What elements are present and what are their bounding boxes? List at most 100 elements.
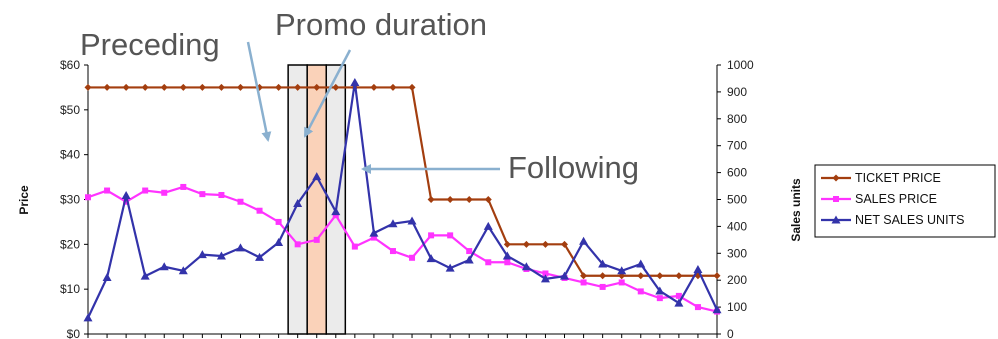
data-point xyxy=(83,313,93,322)
data-point xyxy=(656,295,663,302)
data-point xyxy=(541,240,549,248)
data-point xyxy=(235,243,245,252)
y-left-tick-label: $60 xyxy=(60,58,80,72)
data-point xyxy=(236,83,244,91)
y-right-tick-label: 300 xyxy=(727,246,747,260)
data-point xyxy=(256,207,263,214)
data-point xyxy=(351,243,358,250)
data-point xyxy=(522,240,530,248)
data-point xyxy=(599,283,606,290)
data-point xyxy=(598,259,608,268)
callout-arrow-preceding xyxy=(246,41,272,142)
legend: TICKET PRICE SALES PRICE NET SALES UNITS xyxy=(814,164,996,238)
data-point xyxy=(389,248,396,255)
data-point xyxy=(216,251,226,260)
y-left-tick-label: $20 xyxy=(60,237,80,251)
data-point xyxy=(617,266,627,275)
data-point xyxy=(408,83,416,91)
y-right-tick-label: 500 xyxy=(727,193,747,207)
data-point xyxy=(198,83,206,91)
data-point xyxy=(579,236,589,245)
data-point xyxy=(161,189,168,196)
series-line xyxy=(87,185,718,313)
data-point xyxy=(599,272,607,280)
series xyxy=(83,77,722,322)
y-left-tick-label: $0 xyxy=(67,327,81,339)
data-point xyxy=(580,272,588,280)
data-point xyxy=(502,251,512,260)
callouts: Preceding Promo duration Following xyxy=(80,7,639,185)
data-point xyxy=(637,288,644,295)
legend-swatch-marker xyxy=(832,174,840,182)
data-point xyxy=(428,232,435,239)
data-point xyxy=(370,234,377,241)
legend-swatch-marker xyxy=(833,196,839,202)
data-point xyxy=(521,262,531,271)
data-point xyxy=(483,221,493,230)
data-point xyxy=(350,77,360,86)
data-point xyxy=(560,271,570,280)
region-2 xyxy=(306,64,328,335)
data-point xyxy=(485,259,492,266)
data-point xyxy=(84,83,92,91)
data-point xyxy=(294,83,302,91)
data-point xyxy=(104,187,111,194)
data-point xyxy=(675,292,682,299)
data-point xyxy=(179,83,187,91)
data-point xyxy=(160,83,168,91)
y-axis-left-title: Price xyxy=(17,185,31,215)
axes: $0 $10 $20 $30 $40 $50 $60 0 100 200 300 400 500 600 7… xyxy=(60,58,754,339)
data-point xyxy=(178,266,188,275)
data-point xyxy=(694,304,701,311)
data-point xyxy=(121,190,131,199)
data-point xyxy=(504,259,511,266)
data-point xyxy=(313,83,321,91)
data-point xyxy=(312,172,322,181)
y-right-tick-label: 700 xyxy=(727,139,747,153)
data-point xyxy=(159,262,169,271)
data-point xyxy=(142,187,149,194)
y-right-tick-label: 600 xyxy=(727,166,747,180)
data-point xyxy=(313,236,320,243)
y-left-tick-label: $40 xyxy=(60,148,80,162)
legend-label: SALES PRICE xyxy=(855,192,937,206)
data-point xyxy=(197,250,207,259)
data-point xyxy=(713,272,721,280)
legend-swatch-marker xyxy=(831,215,841,224)
data-point xyxy=(542,270,549,277)
data-point xyxy=(445,263,455,272)
legend-label: NET SALES UNITS xyxy=(855,213,965,227)
y-right-tick-label: 1000 xyxy=(727,58,754,72)
data-point xyxy=(636,259,646,268)
data-point xyxy=(255,252,265,261)
data-point xyxy=(331,207,341,216)
data-point xyxy=(618,279,625,286)
data-point xyxy=(102,273,112,282)
data-point xyxy=(369,228,379,237)
y-right-tick-label: 200 xyxy=(727,273,747,287)
data-point xyxy=(427,196,435,203)
data-point xyxy=(123,198,130,205)
data-point xyxy=(122,83,130,91)
data-point xyxy=(140,271,150,280)
data-point xyxy=(464,255,474,264)
data-point xyxy=(712,305,722,314)
data-point xyxy=(503,240,511,248)
y-right-tick-label: 800 xyxy=(727,112,747,126)
data-point xyxy=(637,272,645,280)
data-point xyxy=(141,83,149,91)
data-point xyxy=(217,83,225,91)
y-axis-right-title: Sales units xyxy=(789,178,803,242)
data-point xyxy=(447,232,454,239)
y-right-tick-label: 400 xyxy=(727,219,747,233)
data-point xyxy=(484,196,492,203)
data-point xyxy=(675,272,683,280)
data-point xyxy=(275,83,283,91)
data-point xyxy=(561,240,569,248)
data-point xyxy=(293,199,303,208)
data-point xyxy=(426,254,436,263)
promo-regions xyxy=(287,64,347,335)
data-point xyxy=(85,194,91,201)
data-point xyxy=(103,83,111,91)
